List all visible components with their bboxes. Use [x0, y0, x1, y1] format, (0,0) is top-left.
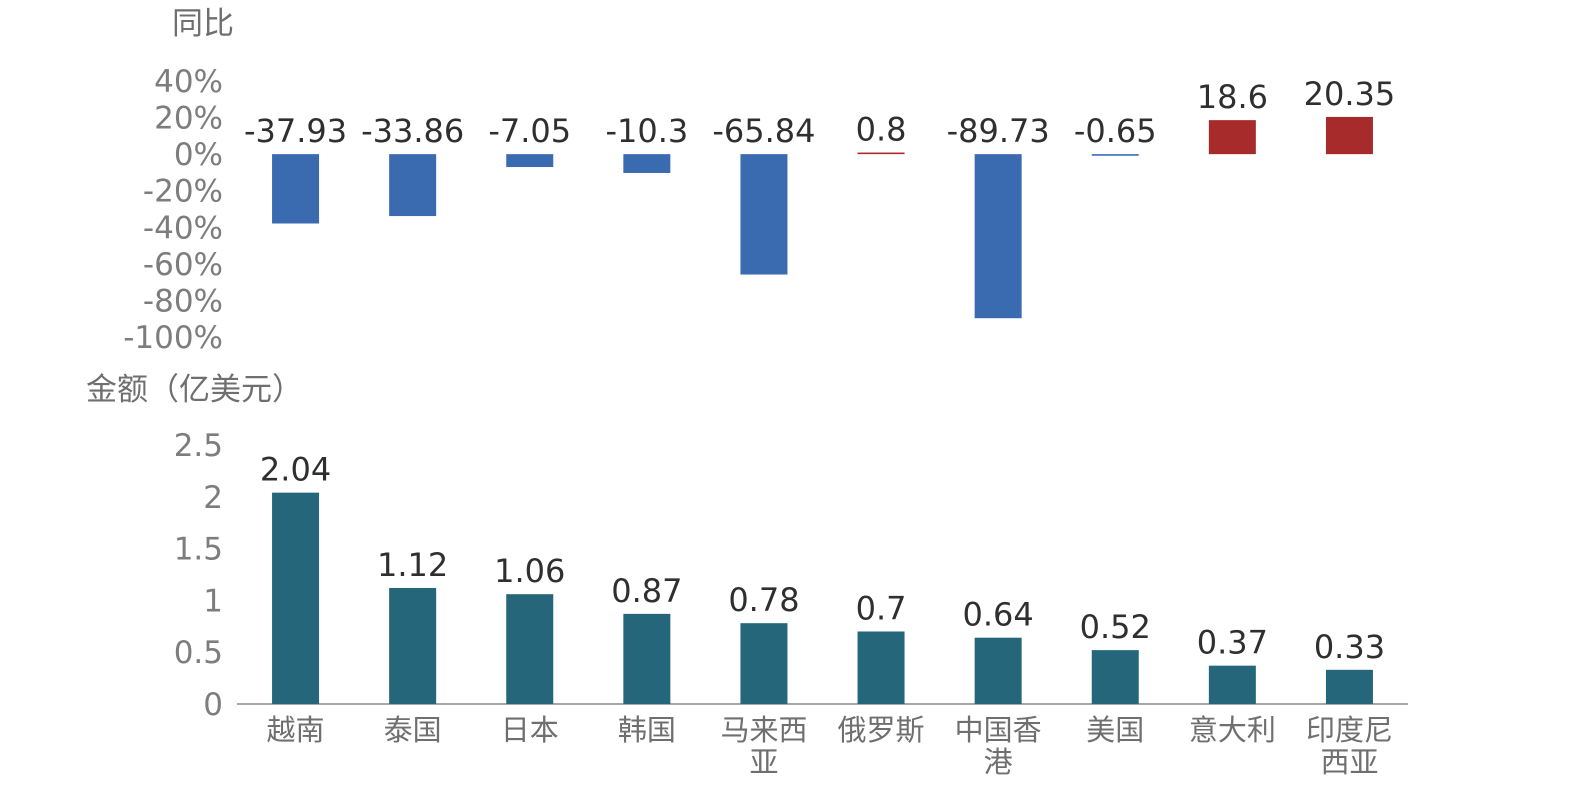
country-label: 意大利 — [1189, 713, 1276, 747]
yoy-tick-label: 0% — [174, 137, 223, 173]
amount-bar — [1325, 669, 1373, 704]
amount-bars — [272, 492, 1373, 704]
yoy-bar — [974, 154, 1022, 319]
amount-tick-label: 1.5 — [174, 532, 223, 568]
amount-bar — [506, 594, 554, 704]
yoy-bar — [1091, 154, 1139, 156]
yoy-data-label: -0.65 — [1074, 112, 1157, 150]
yoy-data-label: -89.73 — [947, 112, 1050, 150]
country-label: 越南 — [267, 713, 325, 747]
amount-bar — [389, 587, 437, 704]
yoy-bar — [389, 154, 437, 217]
amount-y-ticks: 2.5 2 1.5 1 0.5 0 — [174, 428, 223, 723]
amount-bar — [857, 631, 905, 704]
yoy-data-label: -10.3 — [605, 112, 688, 150]
country-label: 亚 — [749, 745, 778, 779]
country-label: 港 — [984, 745, 1013, 779]
yoy-data-label: -7.05 — [488, 112, 571, 150]
country-label: 西亚 — [1320, 745, 1378, 779]
amount-axis-label: 金额（亿美元） — [86, 372, 303, 408]
yoy-data-label: 18.6 — [1197, 78, 1268, 116]
yoy-bar — [1208, 120, 1256, 155]
country-label: 马来西 — [720, 713, 807, 747]
amount-tick-label: 0 — [203, 687, 223, 723]
yoy-tick-label: 20% — [154, 101, 223, 137]
country-label: 印度尼 — [1306, 713, 1393, 747]
yoy-tick-label: -40% — [143, 210, 223, 246]
amount-panel: 金额（亿美元） 2.5 2 1.5 1 0.5 0 2.04 1.12 1.06 0.87 0.7… — [86, 372, 1408, 779]
yoy-bar — [740, 154, 788, 275]
amount-data-label: 0.7 — [856, 589, 907, 627]
amount-data-label: 1.06 — [494, 552, 565, 590]
yoy-tick-label: -60% — [143, 247, 223, 283]
yoy-data-label: -33.86 — [361, 112, 464, 150]
yoy-data-label: 20.35 — [1304, 75, 1396, 113]
amount-bar — [272, 492, 320, 704]
amount-data-label: 0.87 — [611, 572, 682, 610]
yoy-data-label: 0.8 — [856, 111, 907, 149]
amount-tick-label: 0.5 — [174, 635, 223, 671]
yoy-tick-label: -80% — [143, 283, 223, 319]
yoy-y-ticks: 40%20%0%-20%-40%-60%-80%-100% — [123, 64, 223, 356]
country-label: 俄罗斯 — [838, 713, 925, 747]
amount-bar — [974, 637, 1022, 704]
amount-tick-label: 2.5 — [174, 428, 223, 464]
amount-data-label: 1.12 — [377, 546, 448, 584]
country-label: 韩国 — [618, 713, 676, 747]
yoy-tick-label: -20% — [143, 174, 223, 210]
country-label: 日本 — [501, 713, 559, 747]
yoy-tick-label: 40% — [154, 64, 223, 100]
yoy-bar — [857, 152, 905, 155]
yoy-bar — [1325, 116, 1373, 155]
yoy-data-label: -65.84 — [712, 112, 815, 150]
yoy-data-labels: -37.93 -33.86 -7.05 -10.3 -65.84 0.8 -89.73 -0.… — [244, 75, 1395, 150]
amount-bar — [1091, 650, 1139, 704]
yoy-axis-label: 同比 — [172, 6, 234, 42]
amount-data-label: 0.78 — [728, 581, 799, 619]
country-label: 中国香 — [955, 713, 1042, 747]
yoy-bar — [506, 154, 554, 168]
amount-data-label: 0.37 — [1197, 624, 1268, 662]
yoy-panel: 同比 40%20%0%-20%-40%-60%-80%-100% -37.93-… — [123, 6, 1395, 356]
amount-tick-label: 2 — [203, 480, 223, 516]
amount-bar — [740, 623, 788, 704]
amount-bar — [623, 613, 671, 704]
amount-bar — [1208, 665, 1256, 704]
amount-data-label: 0.33 — [1314, 628, 1385, 666]
yoy-bar — [623, 154, 671, 173]
amount-data-label: 0.52 — [1080, 608, 1151, 646]
yoy-tick-label: -100% — [123, 320, 223, 356]
yoy-bars — [272, 116, 1373, 319]
yoy-bar — [272, 154, 320, 224]
amount-tick-label: 1 — [203, 583, 223, 619]
yoy-data-label: -37.93 — [244, 112, 347, 150]
amount-data-labels: 2.04 1.12 1.06 0.87 0.78 0.7 0.64 0.52 0.37 0.33 — [260, 451, 1385, 666]
country-label: 泰国 — [384, 713, 442, 747]
amount-data-label: 2.04 — [260, 451, 331, 489]
amount-data-label: 0.64 — [963, 596, 1034, 634]
country-label: 美国 — [1086, 713, 1144, 747]
